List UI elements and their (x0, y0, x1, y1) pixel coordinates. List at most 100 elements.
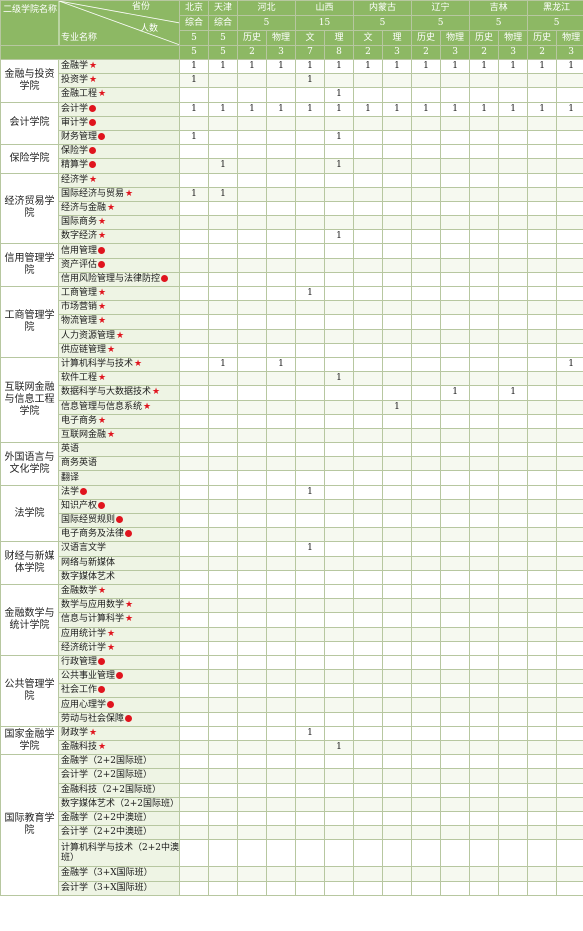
quota-cell (527, 697, 558, 713)
quota-cell (237, 654, 267, 671)
quota-cell (324, 640, 355, 656)
quota-cell (527, 243, 558, 259)
quota-cell (295, 215, 326, 231)
quota-cell (440, 371, 471, 387)
quota-cell (295, 866, 326, 882)
quota-cell (179, 825, 209, 841)
major-label: 信用管理 (61, 245, 98, 256)
quota-cell (469, 115, 500, 131)
quota-cell (556, 555, 583, 571)
quota-cell (237, 541, 267, 557)
quota-cell (440, 768, 471, 784)
quota-cell (208, 782, 238, 798)
table-row: 信用管理学院 信用管理 (0, 243, 583, 287)
quota-cell (440, 810, 471, 827)
red-dot-icon (89, 118, 97, 126)
quota-cell (295, 880, 326, 896)
quota-cell (527, 711, 558, 727)
quota-cell (556, 782, 583, 798)
quota-cell (179, 839, 209, 868)
quota-cell (527, 413, 558, 429)
quota-cell (237, 626, 267, 642)
subject-6-1: 物理 (498, 30, 529, 46)
star-icon: ★ (98, 217, 107, 228)
count-5-1: 3 (440, 45, 471, 60)
quota-cell (440, 739, 471, 756)
quota-cell (527, 73, 558, 89)
major-name: 物流管理★ (58, 314, 180, 330)
quota-cell (469, 300, 500, 316)
table-row: 外国语言与文化学院 英语 (0, 442, 583, 486)
quota-cell (556, 880, 583, 896)
quota-cell (265, 158, 297, 174)
quota-cell (237, 669, 267, 685)
quota-cell (324, 470, 355, 486)
quota-cell (469, 541, 500, 557)
quota-cell (411, 839, 442, 868)
major-name: 行政管理 (58, 654, 180, 671)
province-total-1: 5 (208, 30, 238, 46)
quota-cell (265, 527, 297, 543)
table-row: 劳动与社会保障 (1, 711, 583, 727)
quota-cell (498, 725, 529, 742)
major-name: 网络与新媒体 (58, 555, 180, 571)
quota-cell (382, 484, 413, 500)
major-label: 金融学（2+2国际班） (61, 756, 152, 767)
quota-cell (382, 612, 413, 628)
quota-cell (353, 880, 384, 896)
quota-cell (556, 87, 583, 103)
quota-cell (382, 243, 413, 259)
quota-cell (498, 172, 529, 188)
quota-cell (208, 768, 238, 784)
quota-cell (237, 555, 267, 571)
quota-cell: 1 (295, 484, 326, 500)
quota-cell (265, 880, 297, 896)
major-name: 数学与应用数学★ (58, 598, 180, 614)
quota-cell (382, 810, 413, 827)
quota-cell (265, 243, 297, 259)
quota-cell (411, 640, 442, 656)
quota-cell (265, 768, 297, 784)
college-name: 国际教育学院 (0, 754, 59, 896)
quota-cell (265, 342, 297, 358)
quota-cell (498, 683, 529, 699)
quota-cell (411, 442, 442, 458)
quota-cell: 1 (324, 739, 355, 756)
count-5-0: 2 (411, 45, 442, 60)
count-6-1: 3 (498, 45, 529, 60)
major-name: 数字媒体艺术（2+2国际班） (58, 796, 180, 812)
quota-cell (527, 498, 558, 515)
quota-cell (295, 328, 326, 344)
major-label: 审计学 (61, 117, 89, 128)
quota-cell (469, 328, 500, 344)
major-label: 会计学 (61, 103, 89, 114)
quota-cell (527, 484, 558, 500)
quota-cell (498, 271, 529, 288)
quota-cell (440, 654, 471, 671)
quota-cell: 1 (179, 58, 209, 75)
quota-cell (295, 399, 326, 415)
quota-cell (411, 257, 442, 273)
quota-cell (469, 669, 500, 685)
quota-cell (324, 200, 355, 217)
quota-cell (556, 399, 583, 415)
quota-cell (353, 115, 384, 131)
major-label: 财政学 (61, 727, 89, 738)
quota-cell (469, 697, 500, 713)
quota-cell (440, 796, 471, 812)
quota-cell (382, 442, 413, 458)
subject-7-1: 物理 (556, 30, 583, 46)
quota-cell (265, 186, 297, 202)
quota-cell (353, 484, 384, 500)
quota-cell (353, 87, 384, 103)
major-label: 财务管理 (61, 132, 98, 143)
quota-cell (295, 839, 326, 868)
quota-cell (556, 654, 583, 671)
quota-cell (527, 527, 558, 543)
count-1-0: 5 (208, 45, 238, 60)
quota-cell (440, 229, 471, 245)
quota-cell (469, 825, 500, 841)
quota-cell (469, 527, 500, 543)
quota-cell (527, 768, 558, 784)
table-row: 金融科技★ 1 (1, 739, 583, 756)
